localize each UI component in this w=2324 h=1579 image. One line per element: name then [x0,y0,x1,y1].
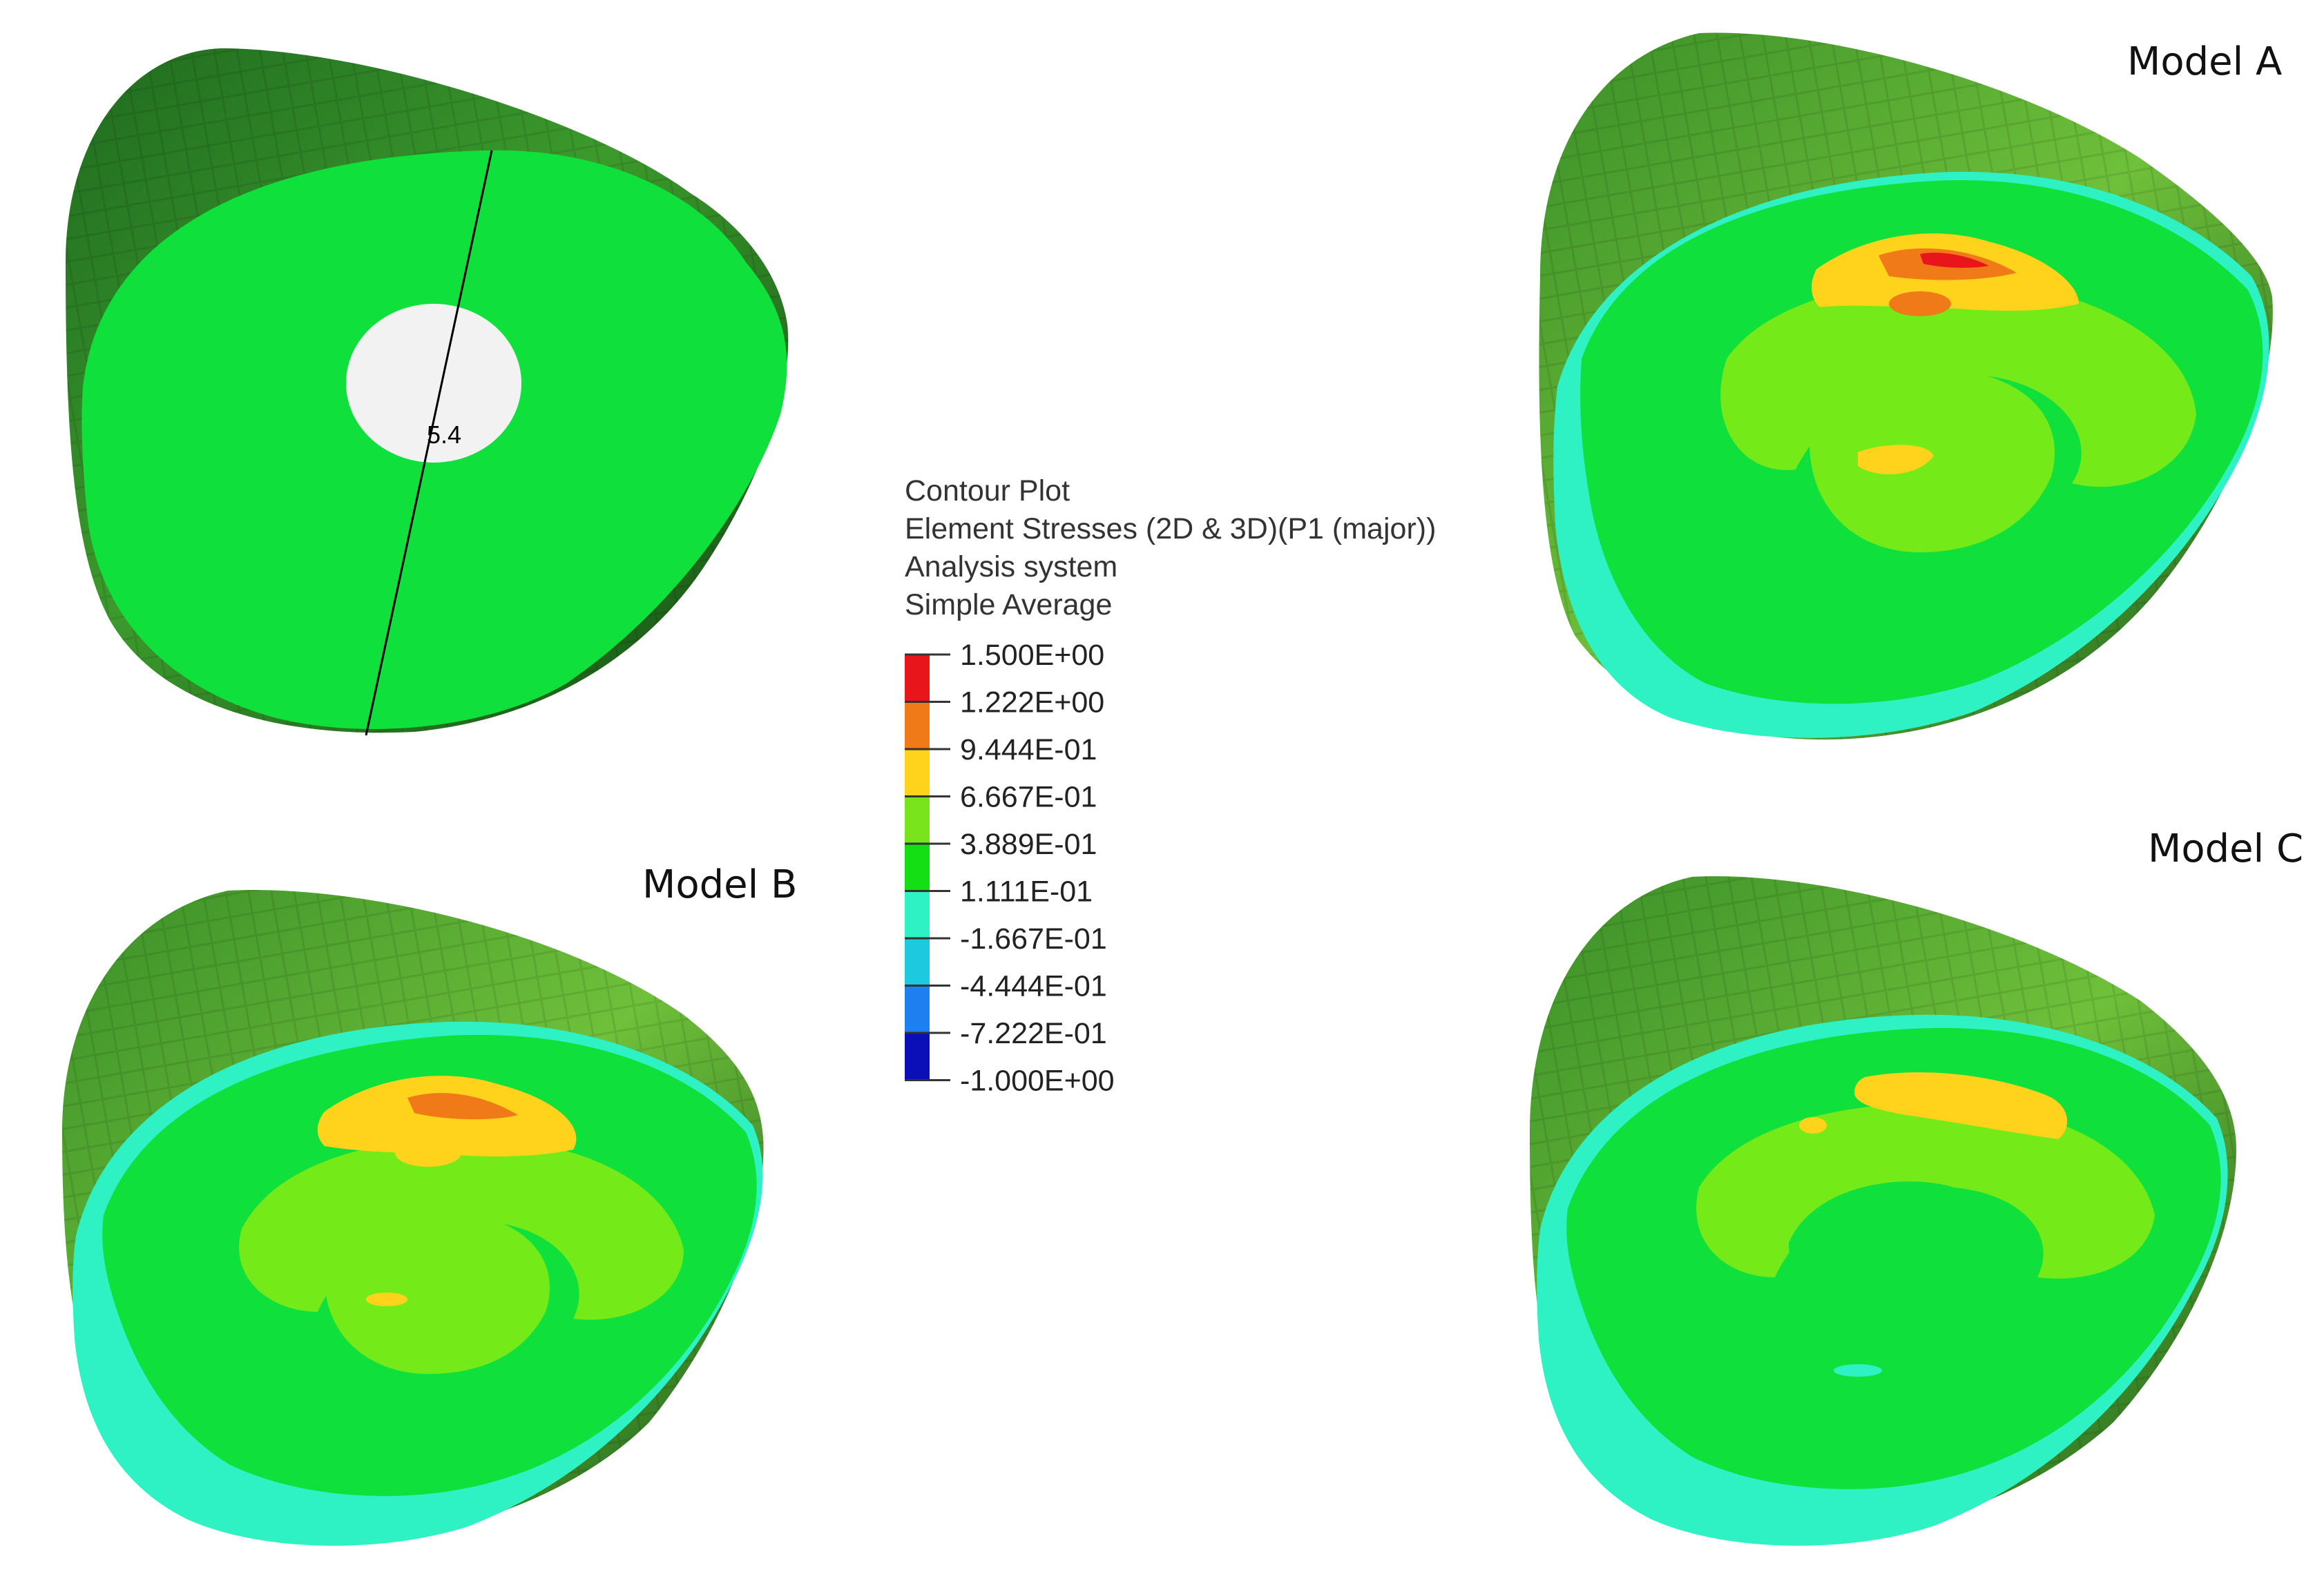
model-c-ring-region [1789,1181,2014,1339]
reference-dimension-label: 5.4 [427,420,461,449]
model-b-ring-region [325,1211,550,1374]
legend-swatch-3 [905,796,930,844]
legend-value-9: -1.000E+00 [960,1065,1115,1098]
legend-title-line-4: Simple Average [905,588,1112,621]
model-c-yellow-spot [1799,1117,1827,1134]
legend-value-6: -1.667E-01 [960,922,1107,956]
model-c-label: Model C [2148,826,2303,871]
legend-title-line-3: Analysis system [905,550,1117,583]
model-a-label: Model A [2127,39,2282,84]
legend-swatch-4 [905,844,930,891]
model-a-red-peak [1920,252,1989,268]
legend-color-bar [905,655,930,1081]
model-a-stress-band [1720,279,2196,487]
legend-value-3: 6.667E-01 [960,781,1097,814]
model-b-orange-zone [407,1093,518,1120]
model-a-orange-spot [1889,291,1951,316]
contour-legend: Contour Plot Element Stresses (2D & 3D)(… [905,474,1436,1098]
model-c-stress-band [1696,1103,2155,1279]
model-a-ring-region [1809,369,2055,552]
legend-value-labels: 1.500E+00 1.222E+00 9.444E-01 6.667E-01 3.88… [905,639,1115,1098]
model-c-cyan-spot [1834,1364,1882,1377]
model-a: Model A [1539,32,2282,740]
model-c-yellow-zone [1854,1072,2068,1139]
model-a-yellow-lower [1858,445,1934,474]
legend-swatch-0 [905,655,930,702]
legend-value-1: 1.222E+00 [960,686,1104,719]
legend-title-line-1: Contour Plot [905,474,1070,507]
reference-model: 5.4 [66,48,789,736]
model-b-yellow-spot [395,1139,461,1167]
legend-swatch-2 [905,749,930,797]
reference-dimension-line [365,150,493,736]
legend-value-0: 1.500E+00 [960,639,1104,672]
reference-bore-hole [346,304,521,463]
legend-value-7: -4.444E-01 [960,970,1107,1003]
legend-value-2: 9.444E-01 [960,733,1097,766]
legend-swatch-1 [905,701,930,749]
legend-title-line-2: Element Stresses (2D & 3D)(P1 (major)) [905,512,1436,545]
model-b-label: Model B [642,862,797,907]
legend-swatch-8 [905,1033,930,1081]
legend-value-8: -7.222E-01 [960,1017,1107,1050]
legend-value-4: 3.889E-01 [960,828,1097,861]
model-c: Model C [1530,826,2303,1546]
model-b: Model B [62,862,797,1546]
legend-swatch-5 [905,891,930,938]
model-b-yellow-lower [366,1292,407,1306]
legend-swatch-7 [905,985,930,1033]
legend-swatch-6 [905,938,930,986]
legend-value-5: 1.111E-01 [960,875,1093,909]
model-b-stress-band [239,1138,684,1320]
